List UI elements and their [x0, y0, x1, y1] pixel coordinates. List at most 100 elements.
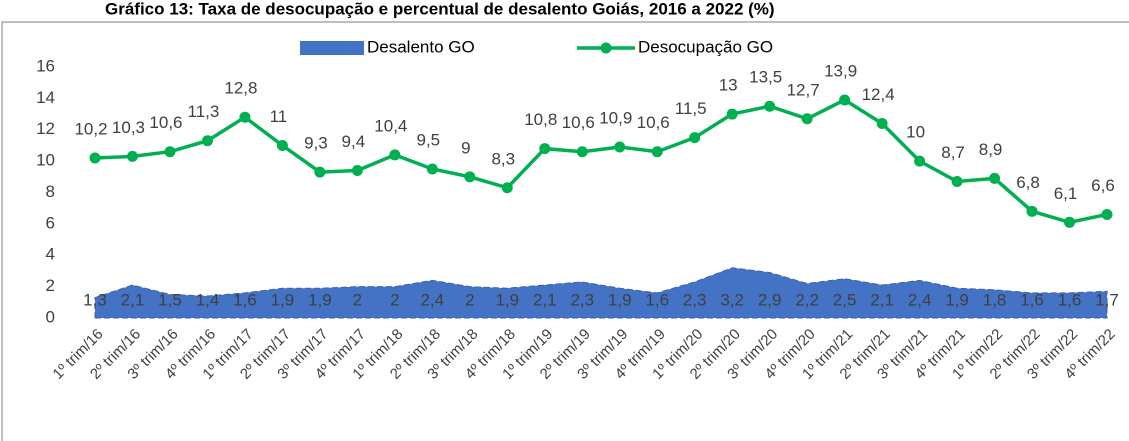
data-label: 8,9: [979, 140, 1003, 159]
chart-title: Gráfico 13: Taxa de desocupação e percen…: [105, 0, 775, 18]
marker: [426, 163, 438, 175]
data-label: 2,2: [795, 290, 819, 309]
marker: [126, 150, 138, 162]
data-label: 10,4: [374, 116, 407, 135]
y-tick-label: 2: [46, 276, 55, 295]
y-tick-label: 6: [46, 213, 55, 232]
data-label: 2,5: [833, 290, 857, 309]
data-label: 3,2: [720, 290, 744, 309]
data-label: 2,1: [870, 290, 894, 309]
data-label: 1,9: [308, 290, 332, 309]
y-tick-label: 0: [46, 307, 55, 326]
y-tick-label: 12: [36, 119, 55, 138]
data-label: 10,2: [74, 119, 107, 138]
marker: [839, 94, 851, 106]
marker: [501, 182, 513, 194]
data-label: 1,7: [1095, 290, 1119, 309]
marker: [351, 165, 363, 177]
data-label: 2,9: [758, 290, 782, 309]
data-label: 2,1: [121, 290, 145, 309]
data-label: 9,5: [417, 130, 441, 149]
data-label: 2: [465, 290, 474, 309]
data-label: 2: [390, 290, 399, 309]
data-label: 6,1: [1054, 184, 1078, 203]
marker: [1064, 216, 1076, 228]
data-label: 10,6: [637, 113, 670, 132]
data-label: 10,6: [149, 113, 182, 132]
legend-label: Desocupação GO: [638, 37, 773, 56]
marker: [314, 166, 326, 178]
y-tick-label: 10: [36, 151, 55, 170]
marker: [464, 171, 476, 183]
data-label: 11: [270, 107, 288, 126]
data-label: 13: [719, 76, 738, 95]
data-label: 2,3: [683, 290, 707, 309]
marker: [1026, 205, 1038, 217]
data-label: 2,3: [570, 290, 594, 309]
marker: [164, 146, 176, 158]
data-label: 2,4: [908, 290, 932, 309]
legend-swatch: [300, 41, 364, 55]
marker: [914, 155, 926, 167]
marker: [801, 113, 813, 125]
data-label: 11,3: [188, 102, 220, 121]
marker: [239, 111, 251, 123]
marker: [764, 100, 776, 112]
y-tick-label: 14: [36, 88, 55, 107]
marker: [876, 117, 888, 129]
data-label: 1,9: [945, 290, 969, 309]
data-label: 10,6: [562, 113, 595, 132]
line: [94, 97, 1108, 225]
marker: [576, 146, 588, 158]
data-label: 10,8: [524, 110, 557, 129]
data-label: 1,6: [1020, 290, 1044, 309]
data-label: 10: [906, 123, 925, 142]
data-label: 1,6: [645, 290, 669, 309]
y-tick-label: 8: [46, 182, 55, 201]
data-label: 12,7: [787, 80, 820, 99]
marker: [276, 139, 288, 151]
data-label: 1,9: [495, 290, 519, 309]
legend-label: Desalento GO: [367, 37, 475, 56]
data-label: 9: [461, 138, 470, 157]
marker: [539, 143, 551, 155]
data-label: 9,3: [304, 134, 328, 153]
data-label: 13,5: [749, 68, 782, 87]
marker: [614, 141, 626, 153]
marker: [726, 108, 738, 120]
data-label: 12,4: [862, 85, 895, 104]
data-label: 2,1: [533, 290, 557, 309]
legend-swatch: [600, 42, 612, 54]
data-label: 1,9: [608, 290, 632, 309]
marker: [201, 135, 213, 147]
marker: [89, 152, 101, 164]
data-label: 10,9: [599, 108, 632, 127]
marker: [389, 149, 401, 161]
data-label: 1,6: [1058, 290, 1082, 309]
data-label: 1,8: [983, 290, 1007, 309]
chart-border: [1, 21, 1129, 441]
data-label: 6,6: [1091, 176, 1115, 195]
data-label: 2: [353, 290, 362, 309]
area: [94, 267, 1108, 319]
data-label: 1,5: [158, 290, 182, 309]
data-label: 8,3: [491, 149, 515, 168]
data-label: 13,9: [824, 61, 857, 80]
marker: [1101, 208, 1113, 220]
marker: [689, 132, 701, 144]
data-label: 1,6: [233, 290, 257, 309]
data-label: 9,4: [342, 132, 366, 151]
data-label: 11,5: [675, 99, 707, 118]
marker: [989, 172, 1001, 184]
y-tick-label: 4: [46, 245, 55, 264]
marker: [951, 176, 963, 188]
data-label: 1,4: [196, 290, 220, 309]
data-label: 8,7: [941, 143, 965, 162]
marker: [651, 146, 663, 158]
data-label: 6,8: [1016, 173, 1040, 192]
data-label: 1,9: [271, 290, 295, 309]
data-label: 12,8: [224, 79, 257, 98]
data-label: 1,3: [83, 290, 107, 309]
y-tick-label: 16: [36, 56, 55, 75]
